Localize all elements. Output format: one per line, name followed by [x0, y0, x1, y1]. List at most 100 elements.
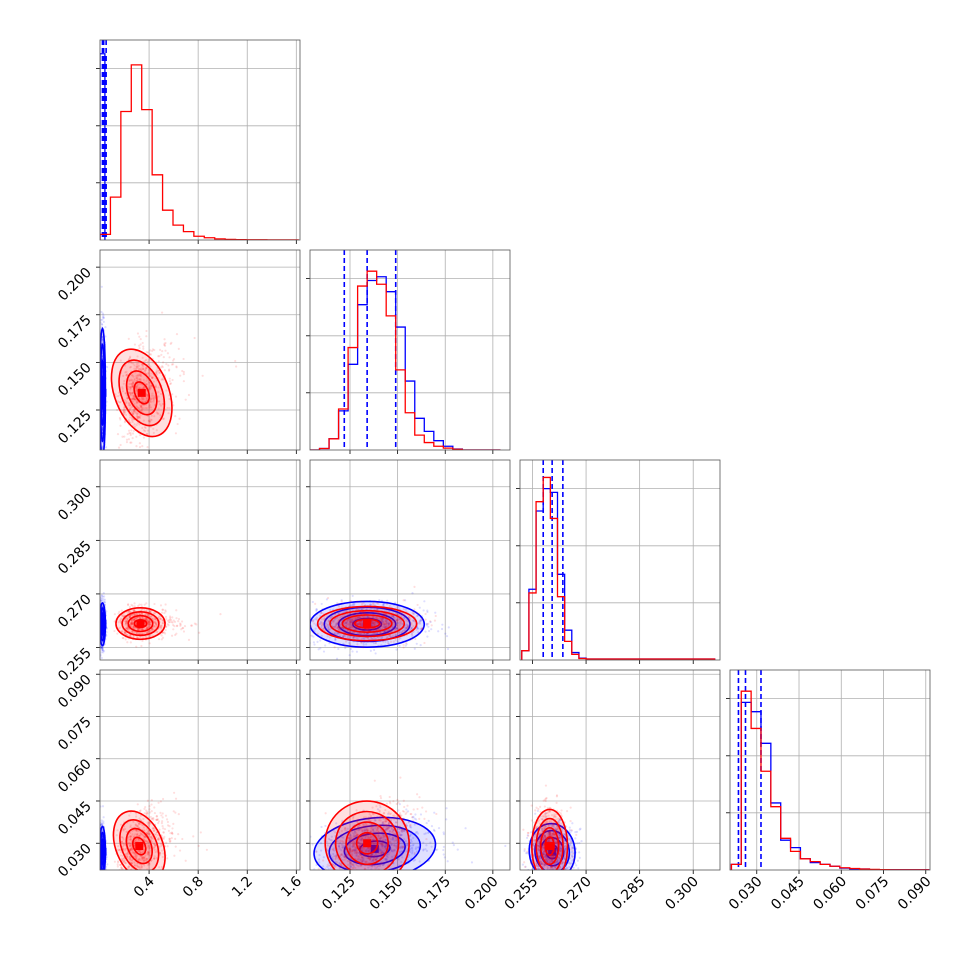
scatter-point	[103, 650, 105, 652]
scatter-point	[551, 876, 553, 878]
scatter-point	[436, 849, 438, 851]
scatter-point	[434, 612, 436, 614]
scatter-point	[305, 839, 307, 841]
scatter-point	[118, 447, 120, 449]
scatter-point	[330, 876, 332, 878]
scatter-point	[169, 378, 171, 380]
scatter-point	[158, 360, 160, 362]
scatter-point	[564, 877, 566, 879]
scatter-point	[444, 856, 446, 858]
scatter-point	[320, 826, 322, 828]
scatter-point	[428, 630, 430, 632]
scatter-point	[103, 592, 105, 594]
scatter-point	[378, 599, 380, 601]
scatter-point	[337, 648, 339, 650]
scatter-point	[556, 883, 558, 885]
scatter-point	[382, 873, 384, 875]
scatter-point	[562, 880, 564, 882]
scatter-point	[313, 643, 315, 645]
scatter-point	[452, 842, 454, 844]
scatter-point	[577, 860, 579, 862]
scatter-point	[126, 439, 128, 441]
scatter-point	[526, 837, 528, 839]
scatter-point	[104, 601, 106, 603]
scatter-point	[551, 873, 553, 875]
scatter-point	[366, 885, 368, 887]
scatter-point	[566, 872, 568, 874]
scatter-point	[350, 648, 352, 650]
scatter-point	[445, 818, 447, 820]
scatter-point	[356, 651, 358, 653]
scatter-point	[546, 878, 548, 880]
scatter-point	[565, 876, 567, 878]
scatter-point	[105, 883, 107, 885]
scatter-point	[578, 842, 580, 844]
scatter-point	[183, 380, 185, 382]
scatter-point	[569, 827, 571, 829]
scatter-point	[123, 436, 125, 438]
scatter-point	[100, 883, 102, 885]
scatter-point	[105, 475, 107, 477]
scatter-point	[102, 452, 104, 454]
scatter-point	[101, 873, 103, 875]
scatter-point	[105, 456, 107, 458]
scatter-point	[414, 813, 416, 815]
scatter-point	[292, 605, 294, 607]
scatter-point	[538, 875, 540, 877]
scatter-point	[443, 831, 445, 833]
scatter-point	[194, 337, 196, 339]
scatter-point	[414, 648, 416, 650]
scatter-point	[545, 874, 547, 876]
scatter-point	[563, 874, 565, 876]
scatter-point	[104, 871, 106, 873]
scatter-point	[555, 871, 557, 873]
scatter-point	[571, 822, 573, 824]
scatter-point	[132, 437, 134, 439]
scatter-point	[305, 897, 307, 899]
scatter-point	[135, 436, 137, 438]
scatter-point	[312, 636, 314, 638]
scatter-point	[164, 369, 166, 371]
scatter-point	[101, 484, 103, 486]
scatter-point	[135, 445, 137, 447]
scatter-point	[101, 871, 103, 873]
scatter-point	[351, 872, 353, 874]
scatter-point	[103, 450, 105, 452]
scatter-point	[453, 844, 455, 846]
scatter-point	[425, 623, 427, 625]
scatter-point	[171, 363, 173, 365]
scatter-point	[164, 345, 166, 347]
scatter-point	[578, 851, 580, 853]
scatter-point	[555, 871, 557, 873]
scatter-point	[551, 872, 553, 874]
scatter-point	[576, 842, 578, 844]
scatter-point	[101, 452, 103, 454]
scatter-point	[102, 457, 104, 459]
scatter-point	[380, 879, 382, 881]
scatter-point	[537, 810, 539, 812]
scatter-point	[537, 877, 539, 879]
scatter-point	[351, 871, 353, 873]
scatter-point	[164, 350, 166, 352]
scatter-point	[574, 837, 576, 839]
scatter-point	[563, 885, 565, 887]
scatter-point	[448, 626, 450, 628]
scatter-point	[558, 884, 560, 886]
scatter-point	[577, 867, 579, 869]
scatter-point	[319, 639, 321, 641]
scatter-point	[132, 432, 134, 434]
scatter-point	[364, 875, 366, 877]
scatter-point	[315, 608, 317, 610]
scatter-point	[444, 633, 446, 635]
scatter-point	[557, 882, 559, 884]
scatter-point	[175, 432, 177, 434]
scatter-point	[146, 446, 148, 448]
scatter-point	[293, 641, 295, 643]
scatter-point	[101, 880, 103, 882]
scatter-point	[103, 451, 105, 453]
scatter-point	[316, 641, 318, 643]
scatter-point	[100, 881, 102, 883]
scatter-point	[471, 861, 473, 863]
scatter-point	[419, 607, 421, 609]
